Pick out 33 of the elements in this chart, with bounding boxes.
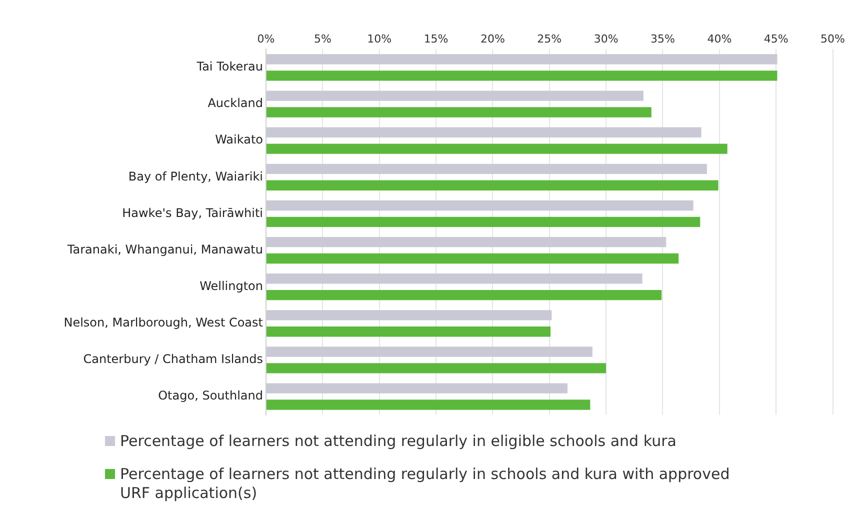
x-tick-label: 45% <box>764 32 788 46</box>
x-tick-label: 25% <box>537 32 562 46</box>
x-tick-label: 0% <box>257 32 275 46</box>
x-tick-label: 40% <box>707 32 732 46</box>
y-tick-label: Hawke's Bay, Tairāwhiti <box>122 206 263 220</box>
y-tick-label: Nelson, Marlborough, West Coast <box>64 316 264 330</box>
x-tick-label: 35% <box>650 32 675 46</box>
y-tick-label: Taranaki, Whanganui, Manawatu <box>66 242 263 256</box>
bar <box>266 253 679 264</box>
bar <box>266 144 728 154</box>
x-tick-label: 10% <box>367 32 392 46</box>
bar <box>266 400 590 410</box>
bar <box>266 363 606 374</box>
x-tick-label: 20% <box>480 32 505 46</box>
y-tick-label: Auckland <box>208 96 263 110</box>
y-tick-label: Tai Tokerau <box>196 60 263 74</box>
legend-label: Percentage of learners not attending regularly in schools and kura with approved URF application(s) <box>120 465 731 503</box>
bar <box>266 290 662 300</box>
y-tick-label: Bay of Plenty, Waiariki <box>128 169 263 184</box>
y-tick-label: Wellington <box>200 278 263 293</box>
x-tick-label: 15% <box>424 32 448 46</box>
y-tick-label: Waikato <box>215 132 263 147</box>
bar <box>266 216 700 228</box>
bar <box>266 107 652 118</box>
bar <box>266 326 551 337</box>
bar <box>266 70 778 81</box>
x-tick-label: 30% <box>594 32 618 46</box>
legend-label: Percentage of learners not attending regularly in eligible schools and kura <box>120 432 676 451</box>
y-tick-label: Otago, Southland <box>158 388 263 403</box>
bar <box>266 180 718 190</box>
x-tick-label: 50% <box>820 32 845 46</box>
y-tick-label: Canterbury / Chatham Islands <box>83 352 263 366</box>
x-tick-label: 5% <box>314 32 332 46</box>
